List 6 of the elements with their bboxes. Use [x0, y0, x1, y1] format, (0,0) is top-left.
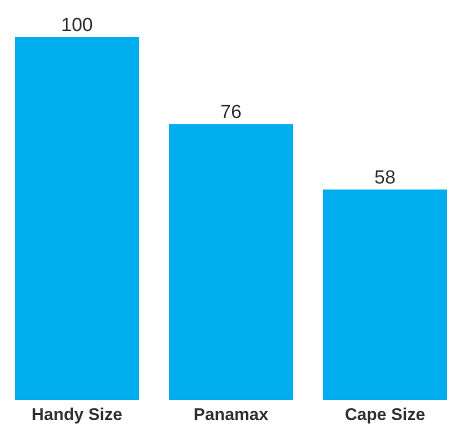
x-tick-label: Cape Size — [344, 405, 426, 424]
data-label: 76 — [220, 102, 242, 124]
x-tick-label: Panamax — [194, 405, 269, 424]
x-tick-label: Handy Size — [32, 405, 122, 424]
data-label: 58 — [374, 167, 396, 188]
data-label: 100 — [61, 15, 93, 36]
